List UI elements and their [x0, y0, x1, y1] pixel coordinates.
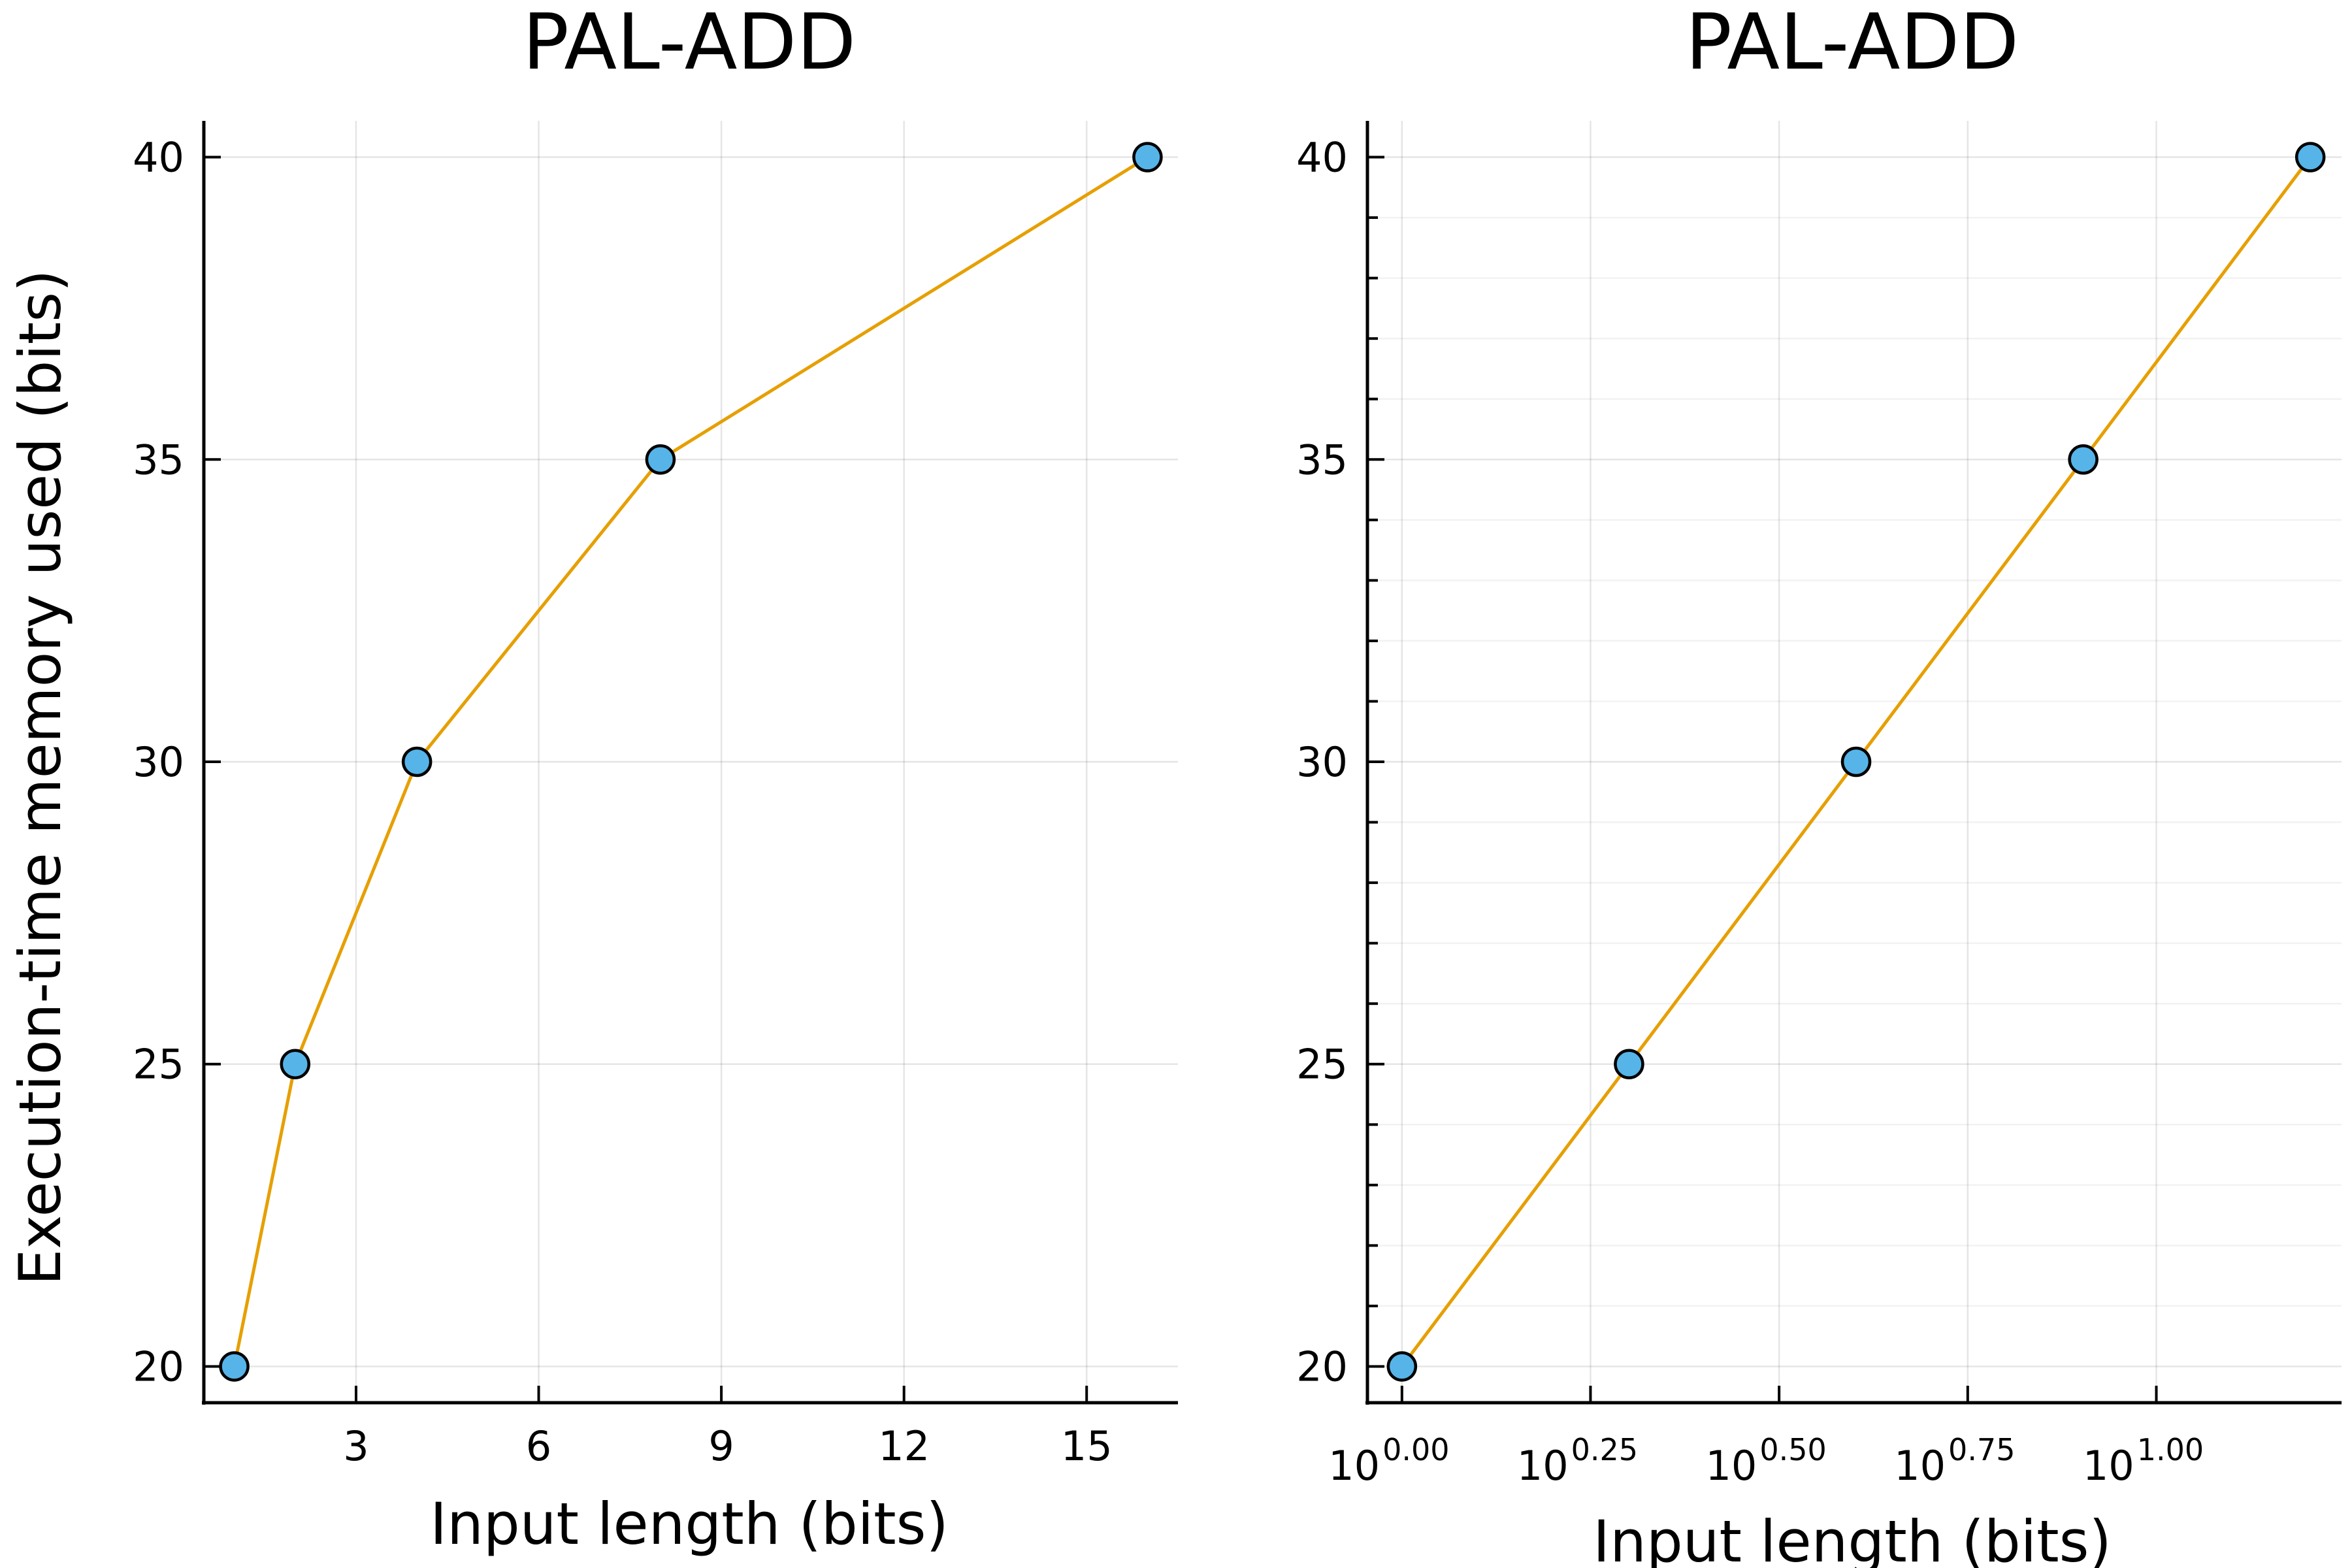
left-data-point	[401, 746, 433, 777]
left-panel: PAL-ADD Execution-time memory used (bits…	[7, 0, 1178, 1558]
right-x-tick-label: 100.75	[1894, 1432, 2015, 1490]
left-x-tick-label: 9	[708, 1422, 734, 1470]
right-x-axis-label: Input length (bits)	[1593, 1508, 2112, 1568]
left-y-tick-label: 30	[133, 738, 184, 786]
left-data-point	[219, 1351, 250, 1382]
left-x-axis-label: Input length (bits)	[430, 1490, 949, 1558]
right-plot-area: 20 25 30 35 40 100.00 100.25 100.50 100.75 101.00	[1296, 121, 2342, 1490]
left-plot-area: 20 25 30 35 40 3 6 9 12 15	[133, 121, 1178, 1470]
left-y-tick-label: 35	[133, 436, 184, 483]
right-y-tick-label: 25	[1296, 1041, 1348, 1088]
right-data-point	[2295, 142, 2326, 172]
right-x-tick-label: 101.00	[2083, 1432, 2204, 1490]
left-data-point	[280, 1049, 311, 1079]
left-y-tick-label: 20	[133, 1343, 184, 1390]
right-x-tick-label: 100.25	[1517, 1432, 1638, 1490]
left-data-point	[1132, 142, 1163, 172]
right-data-point	[1614, 1049, 1644, 1079]
left-y-tick-label: 25	[133, 1041, 184, 1088]
right-panel: PAL-ADD Input length (bits) 20 25 30 35 40 10…	[1296, 0, 2342, 1568]
left-x-tick-label: 12	[878, 1422, 930, 1470]
right-data-point	[1840, 746, 1872, 777]
right-y-tick-label: 30	[1296, 738, 1348, 786]
right-x-tick-label: 100.00	[1328, 1432, 1449, 1490]
right-data-point	[2068, 444, 2099, 475]
right-x-tick-label: 100.50	[1705, 1432, 1826, 1490]
left-chart-title: PAL-ADD	[523, 0, 856, 87]
left-x-tick-label: 15	[1061, 1422, 1113, 1470]
left-data-point	[645, 444, 676, 475]
left-x-tick-label: 6	[526, 1422, 551, 1470]
right-data-point	[1386, 1351, 1418, 1382]
left-y-axis-label: Execution-time memory used (bits)	[7, 270, 74, 1286]
right-y-tick-label: 20	[1296, 1343, 1348, 1390]
right-y-tick-label: 40	[1296, 134, 1348, 182]
right-y-tick-label: 35	[1296, 436, 1348, 483]
right-chart-title: PAL-ADD	[1686, 0, 2019, 87]
left-x-tick-label: 3	[343, 1422, 368, 1470]
left-y-tick-label: 40	[133, 134, 184, 182]
